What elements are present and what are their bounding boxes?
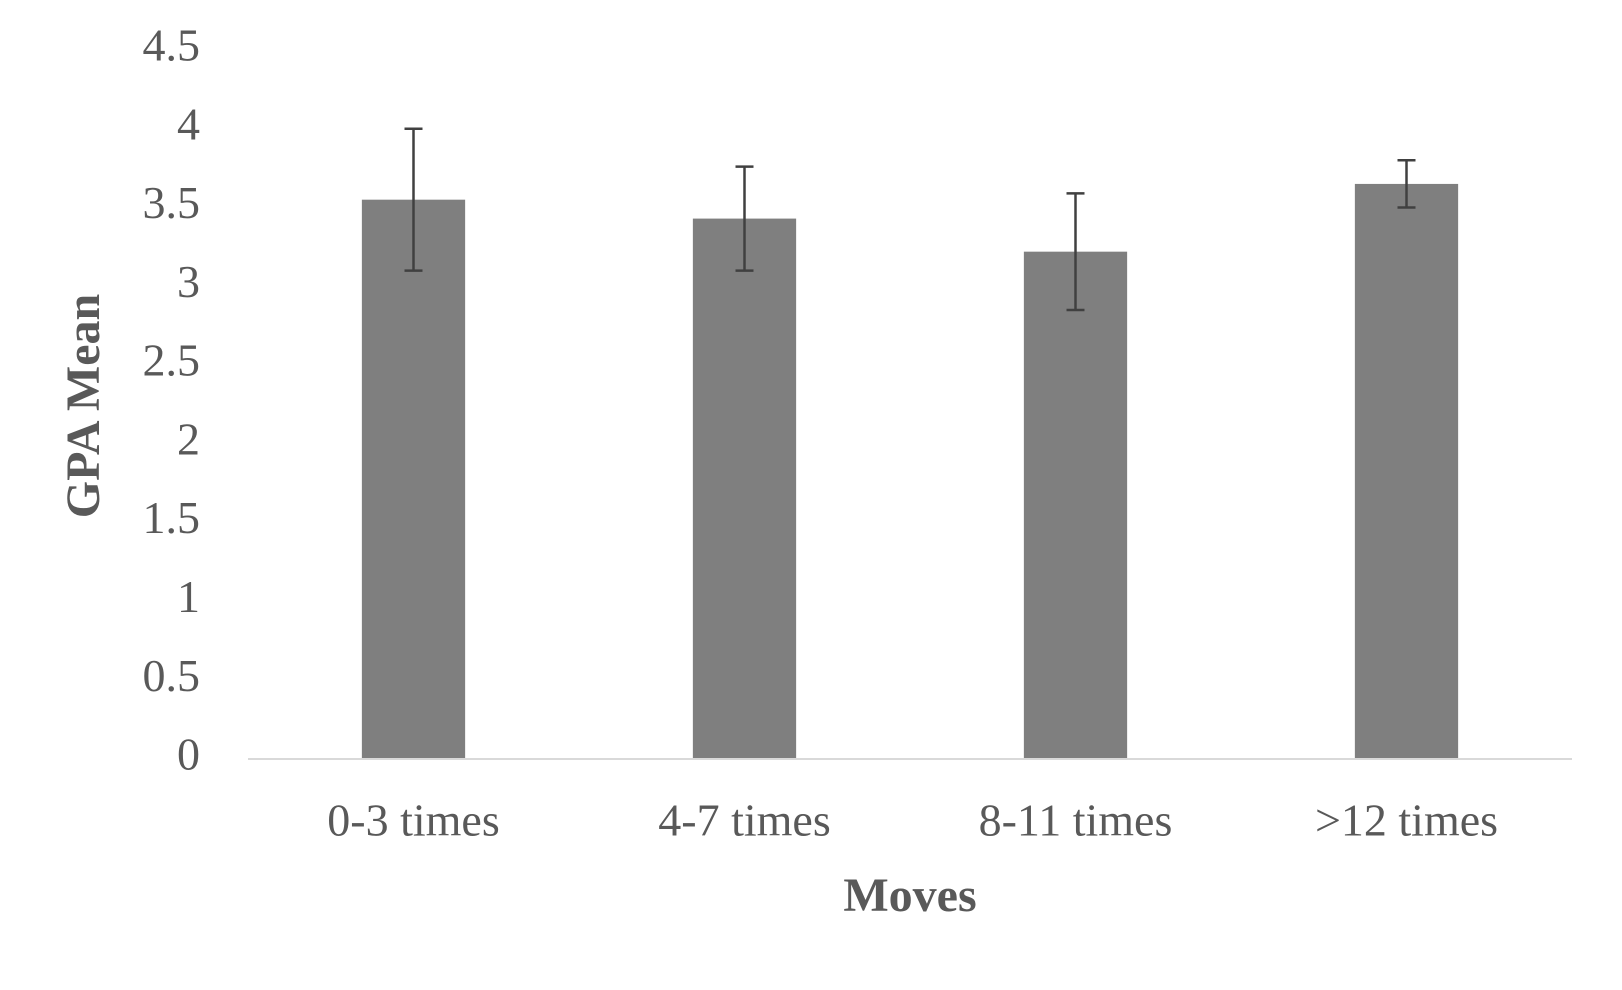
bar (361, 199, 466, 759)
x-tick-label: 8-11 times (979, 795, 1173, 846)
y-tick-label: 3.5 (143, 177, 201, 228)
x-tick-label: >12 times (1315, 795, 1498, 846)
y-axis-title: GPA Mean (57, 294, 110, 518)
y-tick-label: 1 (177, 571, 200, 622)
y-tick-label: 2 (177, 413, 200, 464)
x-tick-label: 0-3 times (327, 795, 499, 846)
y-tick-label: 2.5 (143, 335, 201, 386)
error-bar (404, 127, 423, 272)
y-tick-label: 4 (177, 98, 200, 149)
x-axis-title: Moves (843, 869, 976, 922)
y-tick-label: 3 (177, 256, 200, 307)
y-tick-label: 4.5 (143, 20, 201, 71)
bar (1354, 183, 1459, 759)
bar (1023, 251, 1128, 759)
error-bar (735, 165, 754, 272)
error-bar (1397, 159, 1416, 209)
y-tick-label: 1.5 (143, 492, 201, 543)
y-tick-label: 0 (177, 729, 200, 780)
y-tick-label: 0.5 (143, 650, 201, 701)
error-bar (1066, 192, 1085, 312)
x-tick-label: 4-7 times (658, 795, 830, 846)
bar (692, 218, 797, 759)
